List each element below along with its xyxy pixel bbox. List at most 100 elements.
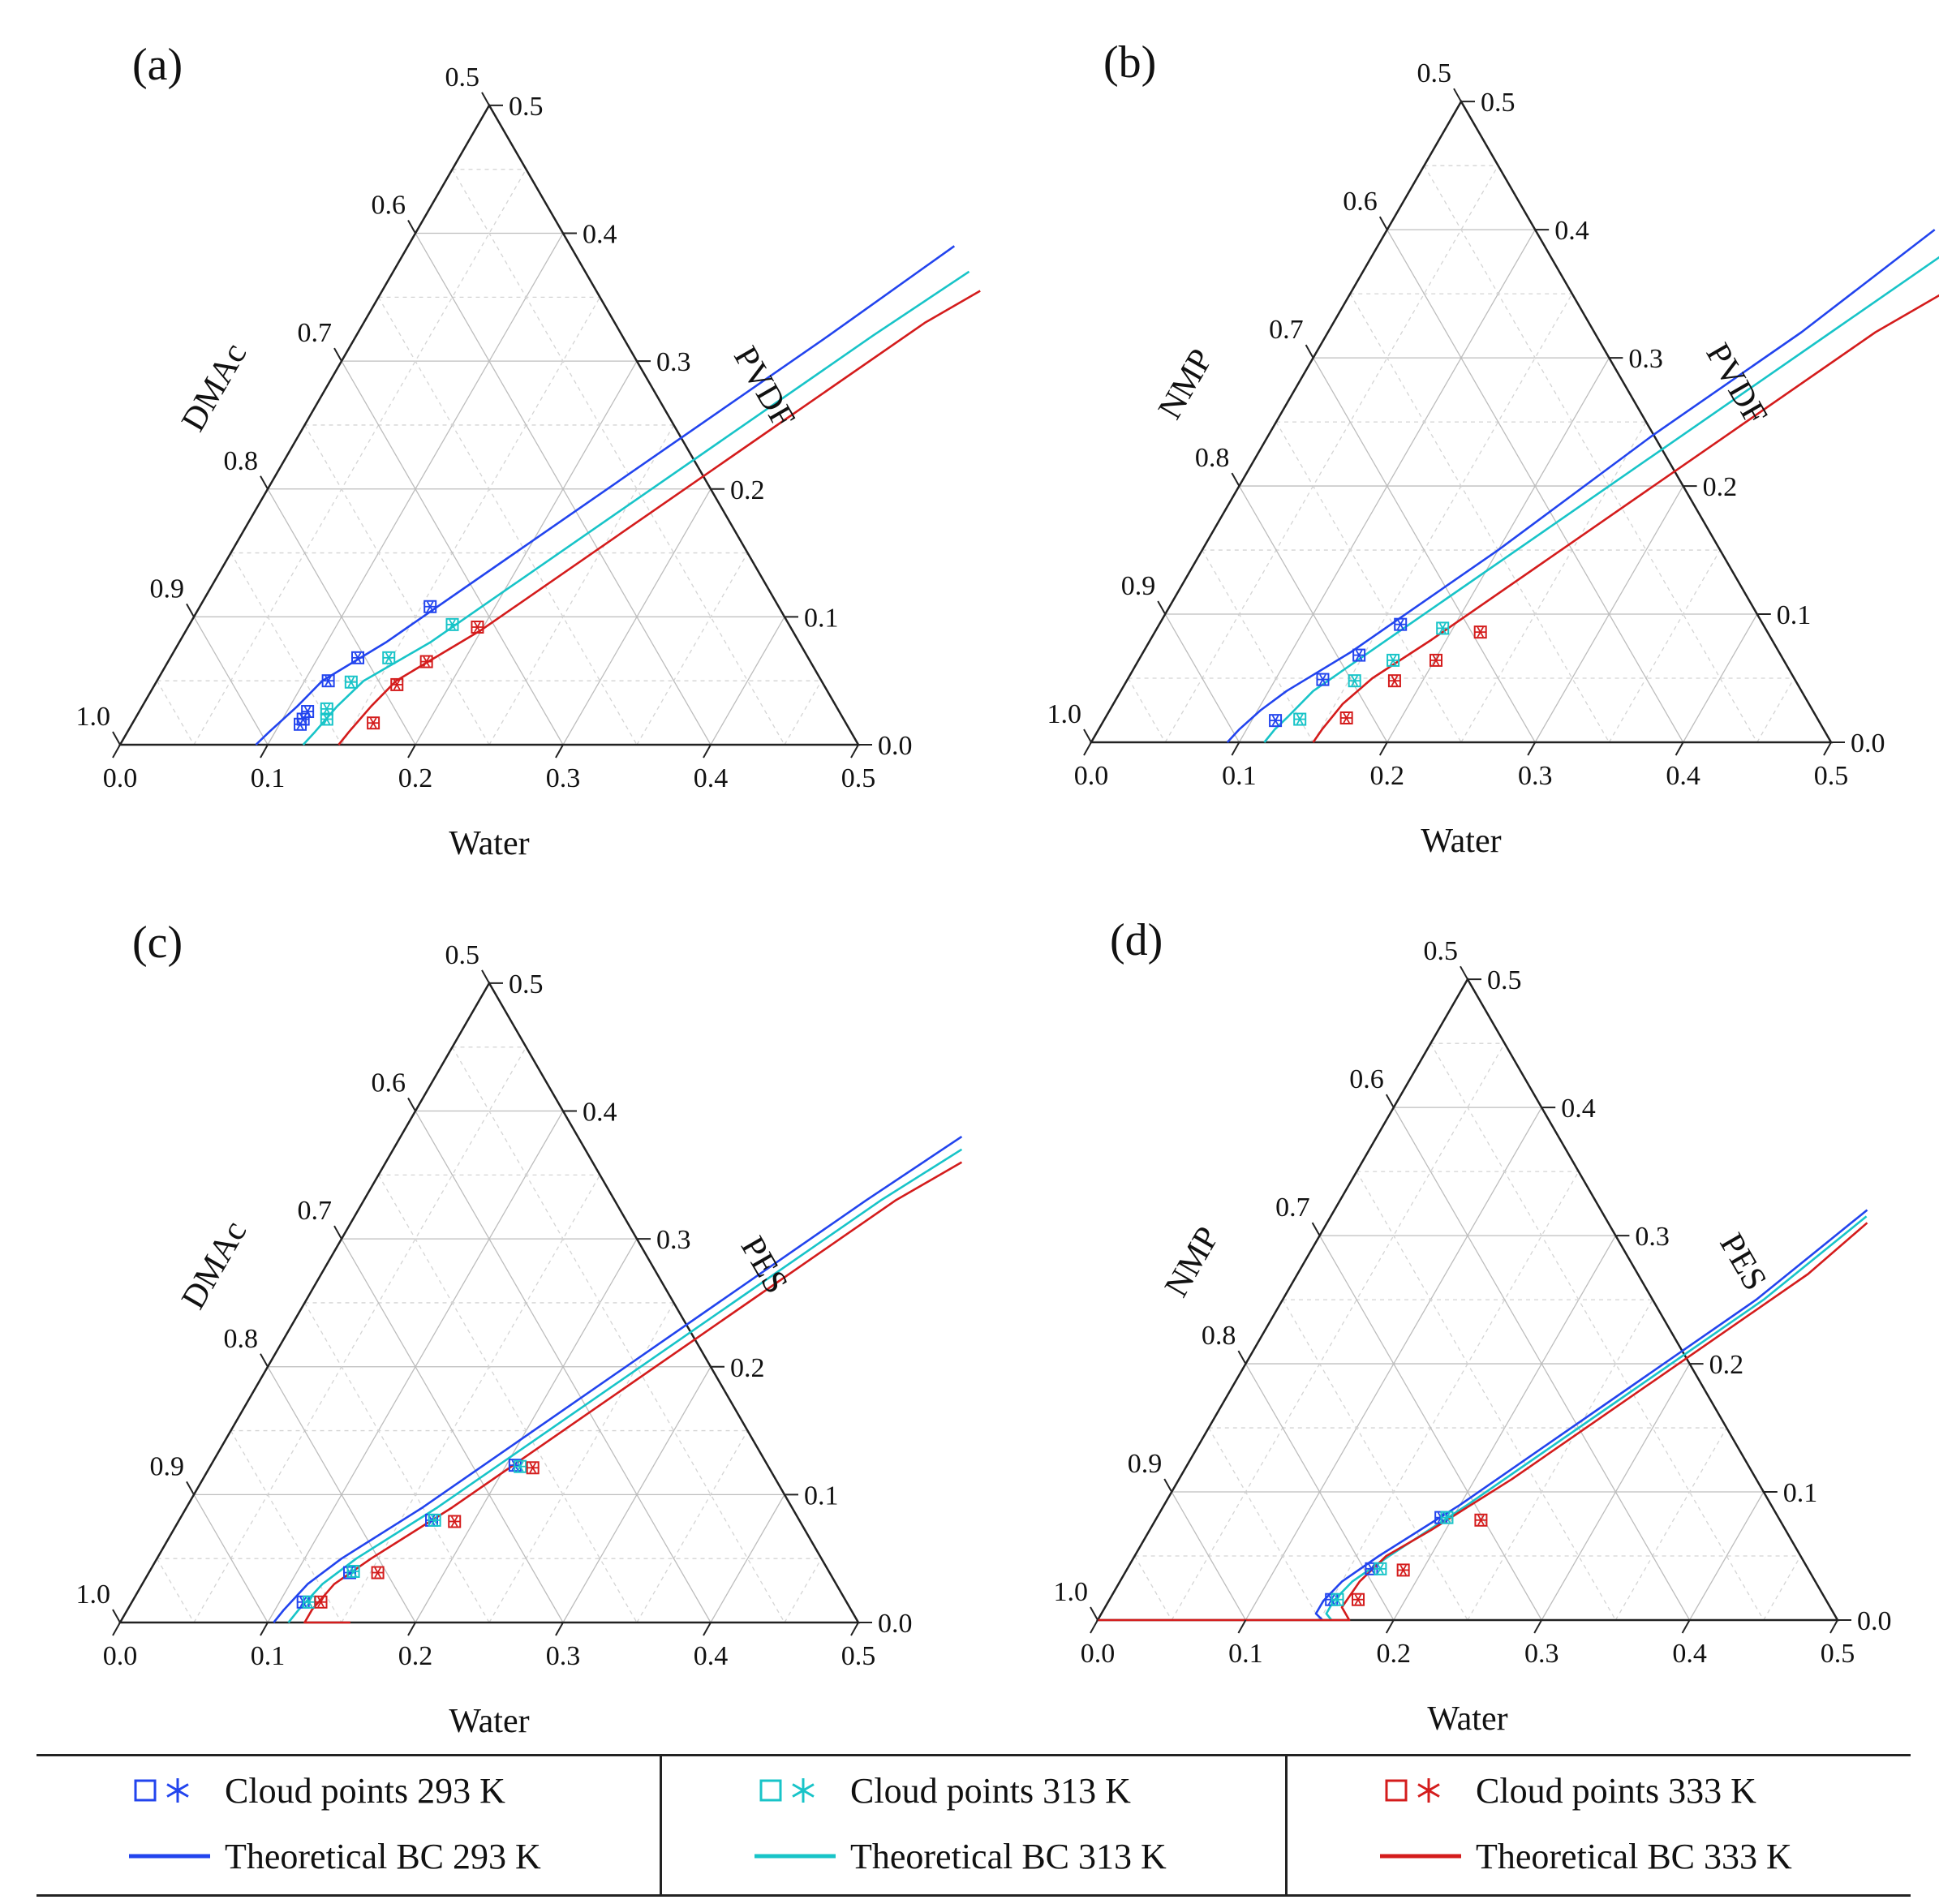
polymer-tick-label: 0.5 [1487, 965, 1522, 995]
solvent-tick [481, 969, 490, 984]
solvent-tick [1460, 965, 1468, 980]
asterisk-stroke [1377, 1563, 1384, 1575]
water-tick-label: 0.5 [841, 1641, 876, 1671]
grid-line-water [1614, 1427, 1727, 1621]
cloud-point-asterisk [391, 679, 403, 690]
cloud-point-symbols-333 [1377, 1768, 1466, 1813]
water-tick-label: 0.3 [546, 763, 581, 793]
cloud-point-asterisk [1294, 714, 1306, 725]
legend-cell-313: Cloud points 313 K Theoretical BC 313 K [660, 1756, 1285, 1894]
polymer-tick-label: 0.2 [730, 1353, 765, 1383]
asterisk-stroke [1296, 714, 1304, 725]
cloud-point-symbols-313 [751, 1768, 841, 1813]
boundary-curve [1314, 1209, 1868, 1621]
cloud-point-asterisk [1397, 1564, 1409, 1575]
water-tick [555, 744, 564, 759]
grid-line-solvent [1275, 421, 1462, 743]
line-swatch-313 [751, 1833, 841, 1879]
solvent-tick [407, 220, 416, 234]
grid-line-solvent [341, 1238, 564, 1623]
legend-points-label-293: Cloud points 293 K [225, 1770, 505, 1811]
water-tick-label: 0.3 [1524, 1639, 1559, 1669]
solvent-tick [260, 475, 269, 490]
water-tick [1090, 1619, 1098, 1634]
polymer-axis-title: PES [1712, 1227, 1773, 1297]
water-tick-label: 0.1 [251, 1641, 286, 1671]
solvent-tick-label: 1.0 [1054, 1577, 1089, 1607]
grid-line-water [636, 1430, 749, 1623]
polymer-tick-label: 0.3 [656, 347, 691, 377]
figure-canvas: 0.0 0.1 0.2 0.3 0.4 0.50.00.10.20.30.40.51.00… [76, 37, 1939, 1740]
solvent-tick-label: 0.7 [1275, 1193, 1310, 1223]
grid-line-solvent [1164, 613, 1240, 743]
grid-line-water [710, 617, 785, 746]
polymer-tick-label: 0.5 [1481, 88, 1516, 118]
triangle-frame [118, 981, 861, 1624]
boundary-curve [287, 1148, 963, 1623]
grid-line-water [710, 1494, 785, 1623]
cloud-point-asterisk [1374, 1563, 1387, 1575]
legend-row-line-313: Theoretical BC 313 K [751, 1833, 1167, 1879]
cloud-point-asterisk [383, 652, 395, 664]
grid-line-solvent [1430, 1042, 1765, 1621]
water-tick [1681, 1619, 1691, 1634]
ternary-panel-2: 0.0 0.1 0.2 0.3 0.4 0.50.00.10.20.30.40.51.00… [1047, 37, 1939, 860]
legend-row-points-313: Cloud points 313 K [751, 1768, 1131, 1813]
cloud-point-asterisk [527, 1462, 539, 1473]
cloud-point-asterisk [315, 1597, 327, 1608]
solvent-tick [112, 1609, 121, 1623]
legend-points-label-313: Cloud points 313 K [850, 1770, 1131, 1811]
polymer-tick-label: 0.1 [804, 603, 839, 633]
solvent-tick [1385, 1094, 1395, 1108]
grid-line-water [1313, 293, 1573, 743]
ternary-panel-1: 0.0 0.1 0.2 0.3 0.4 0.50.00.10.20.30.40.51.00… [76, 40, 981, 862]
polymer-tick-label: 0.5 [509, 969, 544, 999]
legend-cell-293: Cloud points 293 K Theoretical BC 293 K [37, 1756, 660, 1894]
water-tick-label: 0.4 [1672, 1639, 1707, 1669]
grid-line-solvent [1282, 1299, 1468, 1621]
asterisk-stroke [323, 713, 331, 724]
cloud-point-asterisk [1352, 1594, 1365, 1605]
water-tick-label: 0.4 [694, 763, 729, 793]
solvent-tick-label: 0.5 [445, 940, 480, 970]
cloud-point-symbols-293 [126, 1768, 215, 1813]
panel-label: (a) [132, 40, 183, 90]
cloud-point-asterisk [1388, 675, 1400, 686]
cloud-point-asterisk [449, 1515, 461, 1527]
asterisk-stroke [1417, 1783, 1440, 1798]
polymer-tick-label: 0.0 [1857, 1606, 1892, 1636]
cloud-point-asterisk [302, 706, 314, 717]
water-tick [112, 744, 121, 759]
polymer-tick-label: 0.1 [1777, 600, 1812, 630]
water-tick-label: 0.5 [1821, 1639, 1855, 1669]
solvent-tick-label: 1.0 [76, 702, 111, 732]
solvent-tick-label: 0.7 [298, 1196, 333, 1226]
solvent-tick-label: 0.8 [1202, 1321, 1236, 1351]
cloud-point-asterisk [1475, 1515, 1487, 1526]
cloud-point-asterisk [1331, 1594, 1344, 1605]
solvent-tick-label: 0.6 [372, 191, 406, 221]
solvent-tick [1311, 1222, 1321, 1236]
boundary-curve [302, 270, 970, 746]
asterisk-stroke [1396, 619, 1404, 630]
solvent-axis-title: NMP [1151, 343, 1220, 426]
water-tick [1527, 741, 1537, 756]
asterisk-stroke [323, 703, 331, 715]
asterisk-stroke [166, 1783, 189, 1798]
boundary-curve [1325, 1215, 1868, 1621]
polymer-tick-label: 0.2 [1709, 1350, 1744, 1380]
asterisk-stroke [1432, 655, 1440, 666]
water-axis-title: Water [449, 1703, 529, 1740]
polymer-tick-label: 0.0 [878, 731, 913, 761]
legend-square-icon [1385, 1779, 1408, 1802]
solvent-tick-label: 0.9 [1128, 1449, 1163, 1479]
boundary-curve [303, 1161, 963, 1624]
legend-symbol-svg [1380, 1854, 1461, 1859]
solvent-tick-label: 0.9 [1121, 571, 1156, 601]
legend-asterisk-icon [1417, 1778, 1440, 1803]
water-tick-label: 0.0 [103, 1641, 138, 1671]
grid-line-solvent [303, 1302, 490, 1623]
water-tick-label: 0.1 [251, 763, 286, 793]
polymer-axis-title: PVDF [726, 340, 802, 434]
asterisk-stroke [325, 675, 332, 686]
